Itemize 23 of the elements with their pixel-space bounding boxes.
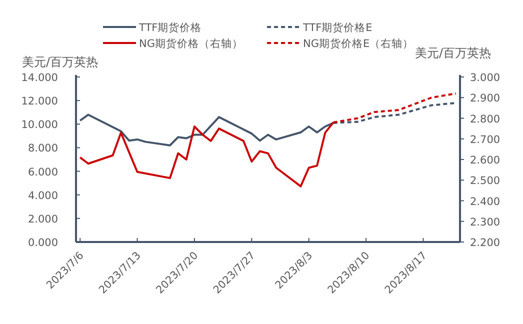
y-tick-label: 6.000: [28, 166, 58, 178]
y-tick-label: 8.000: [28, 142, 58, 155]
y-tick-label: 0.000: [28, 237, 58, 249]
legend-label: TTF期货价格E: [302, 22, 372, 34]
y2-axis-title: 美元/百万英热: [415, 46, 492, 60]
y2-tick-label: 3.000: [470, 72, 500, 84]
y-tick-label: 4.000: [28, 190, 58, 202]
y2-tick-label: 2.700: [470, 134, 500, 146]
y2-tick-label: 2.300: [470, 216, 500, 228]
legend-label: NG期货价格（右轴）: [139, 37, 243, 50]
y2-tick-label: 2.600: [470, 154, 500, 166]
legend-label: NG期货价格E（右轴）: [303, 37, 414, 50]
legend-label: TTF期货价格: [138, 22, 202, 34]
y-axis-title: 美元/百万英热: [22, 55, 98, 69]
y-tick-label: 2.000: [28, 213, 58, 226]
y2-tick-label: 2.200: [470, 237, 500, 249]
y2-tick-label: 2.500: [470, 175, 500, 188]
y2-tick-label: 2.800: [470, 113, 500, 126]
y2-tick-label: 2.900: [470, 92, 500, 105]
y-tick-label: 12.000: [21, 96, 58, 108]
y2-tick-label: 2.400: [470, 196, 500, 208]
y-tick-label: 14.000: [21, 72, 58, 84]
y-tick-label: 10.000: [21, 119, 58, 132]
